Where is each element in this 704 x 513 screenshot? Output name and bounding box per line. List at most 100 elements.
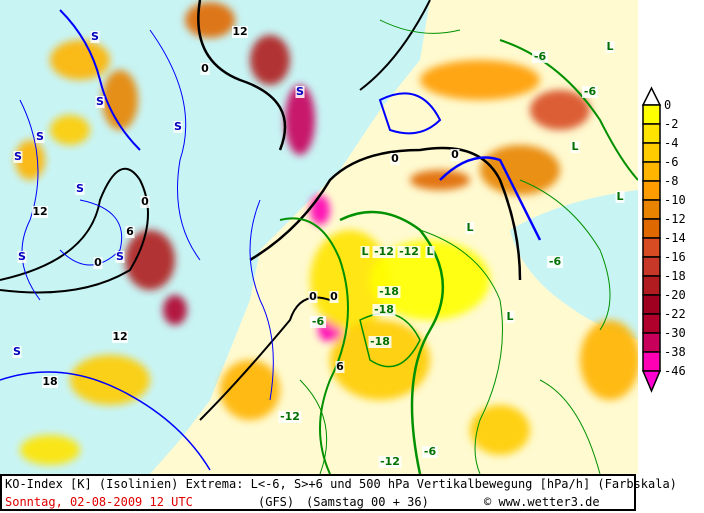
unstable-isoline bbox=[539, 379, 601, 474]
unstable-isoline bbox=[279, 217, 349, 474]
shading-blob bbox=[102, 70, 138, 130]
high-stability-marker: S bbox=[96, 95, 104, 108]
unstable-isoline bbox=[339, 210, 445, 474]
model-run: (Samstag 00 + 36) bbox=[306, 495, 429, 509]
valid-date: Sonntag, 02-08-2009 12 UTC bbox=[5, 495, 193, 509]
low-instability-marker: L bbox=[616, 190, 623, 203]
unstable-isoline bbox=[299, 379, 328, 474]
unstable-isoline bbox=[499, 39, 638, 181]
colorbar-swatch bbox=[642, 351, 661, 372]
shading-blob bbox=[220, 360, 280, 420]
stable-isoline bbox=[439, 156, 542, 241]
isoline-value-label: 6 bbox=[126, 225, 134, 238]
shading-blob bbox=[310, 230, 390, 330]
stable-isoline bbox=[0, 371, 211, 471]
high-stability-marker: S bbox=[14, 150, 22, 163]
unstable-isoline bbox=[379, 19, 461, 34]
zero-isoline bbox=[359, 0, 431, 91]
copyright-icon: © bbox=[484, 495, 492, 509]
colorbar-swatch bbox=[642, 256, 661, 277]
shading-blob bbox=[285, 85, 315, 155]
shading-blob bbox=[50, 115, 90, 145]
high-stability-marker: S bbox=[76, 182, 84, 195]
colorbar-swatch bbox=[642, 218, 661, 239]
shading-blob bbox=[470, 405, 530, 455]
colorbar-tick-label: -46 bbox=[664, 364, 686, 378]
isoline-value-label: 12 bbox=[232, 25, 247, 38]
isoline-value-label: 0 bbox=[141, 195, 149, 208]
color-scale-legend: 0 -2 -4 -6 -8 -10 -12 -14 -16 -18 -20 -22 -30 -38 -46 bbox=[641, 86, 686, 393]
low-instability-marker: L bbox=[571, 140, 578, 153]
colorbar-swatch bbox=[642, 161, 661, 182]
colorbar-tick-label: -12 bbox=[664, 212, 686, 226]
unstable-isoline bbox=[519, 179, 611, 331]
website-link: www.wetter3.de bbox=[498, 495, 600, 509]
copyright: © www.wetter3.de bbox=[484, 495, 600, 509]
high-stability-marker: S bbox=[91, 30, 99, 43]
colorbar-tick-label: -20 bbox=[664, 288, 686, 302]
zero-isoline bbox=[0, 167, 149, 294]
stable-region-east bbox=[510, 190, 638, 340]
shading-blob bbox=[163, 295, 187, 325]
stable-isoline bbox=[19, 99, 41, 301]
zero-isoline bbox=[249, 146, 522, 281]
isoline-value-label: 12 bbox=[112, 330, 127, 343]
colorbar-swatch bbox=[642, 142, 661, 163]
colorbar-swatch bbox=[642, 199, 661, 220]
isoline-value-label: 0 bbox=[451, 148, 459, 161]
shading-blob bbox=[480, 145, 560, 195]
isoline-value-label: 0 bbox=[201, 62, 209, 75]
colorbar-top-extend bbox=[641, 86, 662, 106]
stable-isoline bbox=[249, 199, 274, 401]
shading-blob bbox=[185, 2, 235, 38]
shading-blob bbox=[370, 240, 490, 320]
shading-blob bbox=[70, 355, 150, 405]
colorbar-swatch bbox=[642, 332, 661, 353]
isoline-value-label: 6 bbox=[336, 360, 344, 373]
shading-blob bbox=[330, 320, 430, 400]
colorbar-tick-label: -30 bbox=[664, 326, 686, 340]
isoline-value-label: -18 bbox=[379, 285, 399, 298]
colorbar-swatch bbox=[642, 237, 661, 258]
shading-blob bbox=[50, 40, 110, 80]
colorbar-tick-label: -6 bbox=[664, 155, 678, 169]
isoline-value-label: -12 bbox=[380, 455, 400, 468]
shading-blob bbox=[580, 320, 638, 400]
isoline-value-label: -18 bbox=[374, 303, 394, 316]
colorbar-swatch bbox=[642, 313, 661, 334]
high-stability-marker: S bbox=[296, 85, 304, 98]
low-instability-marker: L bbox=[361, 245, 368, 258]
isoline-value-label: 12 bbox=[32, 205, 47, 218]
isoline-value-label: -12 bbox=[374, 245, 394, 258]
shading-blob bbox=[250, 35, 290, 85]
isoline-value-label: -12 bbox=[399, 245, 419, 258]
shading-blob bbox=[310, 195, 330, 225]
shading-blob bbox=[420, 60, 540, 100]
isoline-value-label: -6 bbox=[534, 50, 547, 63]
colorbar-bottom-extend bbox=[641, 370, 662, 393]
isoline-value-label: 0 bbox=[330, 290, 338, 303]
isoline-value-label: -6 bbox=[312, 315, 325, 328]
isoline-value-label: 0 bbox=[309, 290, 317, 303]
isoline-value-label: 0 bbox=[94, 256, 102, 269]
colorbar-swatch bbox=[642, 180, 661, 201]
colorbar-tick-label: -8 bbox=[664, 174, 678, 188]
shading-blob bbox=[125, 230, 175, 290]
caption-box: KO-Index [K] (Isolinien) Extrema: L<-6, … bbox=[0, 474, 677, 511]
high-stability-marker: S bbox=[13, 345, 21, 358]
isoline-value-label: -18 bbox=[370, 335, 390, 348]
colorbar-tick-label: -4 bbox=[664, 136, 678, 150]
colorbar-tick-label: -2 bbox=[664, 117, 678, 131]
low-instability-marker: L bbox=[506, 310, 513, 323]
isoline-value-label: -12 bbox=[280, 410, 300, 423]
isoline-value-label: -6 bbox=[584, 85, 597, 98]
high-stability-marker: S bbox=[36, 130, 44, 143]
stable-isoline bbox=[59, 9, 141, 151]
stable-isoline bbox=[378, 92, 442, 135]
colorbar-tick-label: -10 bbox=[664, 193, 686, 207]
high-stability-marker: S bbox=[174, 120, 182, 133]
low-instability-marker: L bbox=[606, 40, 613, 53]
colorbar-swatch bbox=[642, 104, 661, 125]
